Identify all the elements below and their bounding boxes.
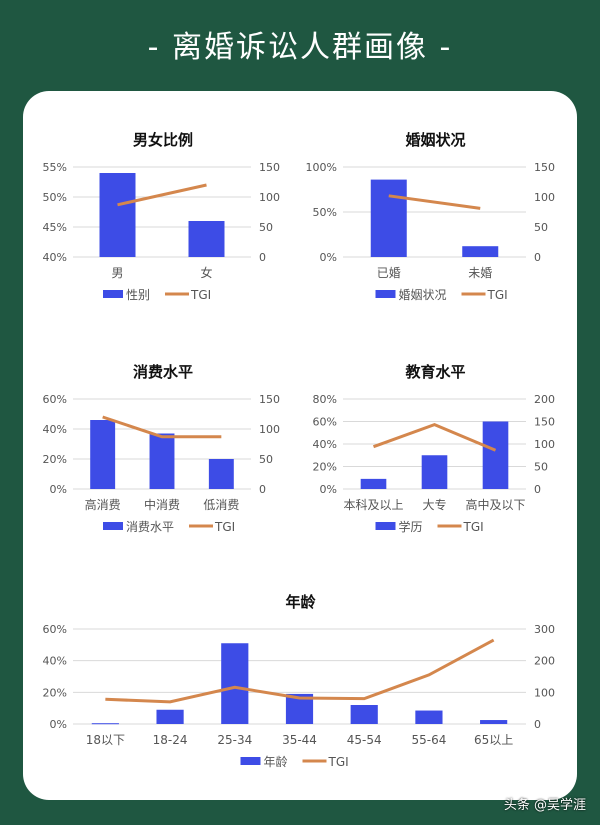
svg-text:高中及以下: 高中及以下 bbox=[465, 497, 525, 512]
svg-text:0: 0 bbox=[534, 483, 541, 496]
bar bbox=[482, 421, 509, 489]
svg-text:55%: 55% bbox=[43, 161, 67, 174]
bar bbox=[350, 705, 378, 724]
chart-age: 年龄 60% 40% 20% 0% 300 200 100 0 18以下 18-24 25-34 35-… bbox=[33, 591, 568, 786]
chart-title: 男女比例 bbox=[132, 131, 193, 149]
svg-text:35-44: 35-44 bbox=[282, 733, 317, 747]
svg-text:0%: 0% bbox=[50, 483, 67, 496]
svg-text:大专: 大专 bbox=[422, 497, 446, 512]
svg-text:TGI: TGI bbox=[328, 755, 349, 769]
svg-text:150: 150 bbox=[534, 161, 555, 174]
chart-title: 教育水平 bbox=[405, 363, 466, 381]
svg-text:40%: 40% bbox=[43, 655, 67, 668]
svg-text:100: 100 bbox=[534, 191, 555, 204]
chart-title: 消费水平 bbox=[132, 363, 193, 381]
svg-text:100: 100 bbox=[259, 423, 280, 436]
bar bbox=[415, 710, 443, 724]
svg-text:150: 150 bbox=[259, 161, 280, 174]
svg-text:100: 100 bbox=[259, 191, 280, 204]
svg-text:TGI: TGI bbox=[463, 520, 484, 534]
svg-text:中消费: 中消费 bbox=[144, 497, 180, 512]
svg-text:20%: 20% bbox=[313, 461, 337, 474]
svg-text:200: 200 bbox=[534, 393, 555, 406]
bar bbox=[360, 478, 387, 489]
bar bbox=[221, 643, 249, 724]
svg-text:年龄: 年龄 bbox=[264, 755, 288, 769]
svg-text:0: 0 bbox=[259, 483, 266, 496]
chart-title: 婚姻状况 bbox=[405, 131, 466, 149]
svg-text:200: 200 bbox=[534, 655, 555, 668]
svg-text:已婚: 已婚 bbox=[377, 266, 401, 280]
svg-text:50: 50 bbox=[259, 221, 273, 234]
chart-title: 年龄 bbox=[285, 593, 316, 611]
svg-text:TGI: TGI bbox=[214, 520, 235, 534]
svg-text:0%: 0% bbox=[50, 718, 67, 731]
svg-text:18-24: 18-24 bbox=[153, 733, 188, 747]
svg-text:20%: 20% bbox=[43, 686, 67, 699]
svg-text:低消费: 低消费 bbox=[203, 498, 239, 512]
bar bbox=[91, 723, 119, 725]
svg-text:50%: 50% bbox=[313, 206, 337, 219]
bar bbox=[90, 420, 116, 489]
svg-text:高消费: 高消费 bbox=[85, 497, 121, 512]
svg-text:男: 男 bbox=[111, 266, 123, 280]
bar bbox=[421, 455, 448, 489]
svg-text:TGI: TGI bbox=[487, 288, 508, 302]
svg-text:55-64: 55-64 bbox=[411, 733, 446, 747]
svg-text:40%: 40% bbox=[313, 438, 337, 451]
svg-text:本科及以上: 本科及以上 bbox=[343, 498, 403, 512]
bar bbox=[149, 433, 175, 489]
bar bbox=[370, 179, 407, 257]
svg-text:女: 女 bbox=[200, 265, 212, 280]
svg-text:45%: 45% bbox=[43, 221, 67, 234]
bar bbox=[480, 720, 508, 724]
svg-text:消费水平: 消费水平 bbox=[126, 520, 174, 534]
svg-text:18以下: 18以下 bbox=[86, 733, 125, 747]
svg-text:60%: 60% bbox=[313, 416, 337, 429]
chart-gender: 男女比例 55% 50% 45% 40% 150 100 50 0 男 女性别 TGI bbox=[33, 129, 293, 319]
svg-text:未婚: 未婚 bbox=[468, 266, 492, 280]
bar bbox=[462, 246, 499, 257]
svg-text:40%: 40% bbox=[43, 423, 67, 436]
svg-text:40%: 40% bbox=[43, 251, 67, 264]
svg-text:50: 50 bbox=[259, 453, 273, 466]
bar bbox=[99, 173, 136, 257]
svg-text:80%: 80% bbox=[313, 393, 337, 406]
svg-text:婚姻状况: 婚姻状况 bbox=[399, 287, 447, 302]
svg-text:TGI: TGI bbox=[190, 288, 211, 302]
bar bbox=[188, 221, 225, 257]
bar bbox=[156, 709, 184, 724]
chart-education: 教育水平 80% 60% 40% 20% 0% 200 150 100 50 0 本科及以上 大专 高中及… bbox=[303, 361, 568, 551]
svg-text:0: 0 bbox=[534, 718, 541, 731]
svg-text:100: 100 bbox=[534, 438, 555, 451]
svg-text:100%: 100% bbox=[306, 161, 337, 174]
svg-text:学历: 学历 bbox=[399, 519, 423, 534]
svg-text:150: 150 bbox=[259, 393, 280, 406]
page-title: - 离婚诉讼人群画像 - bbox=[147, 30, 453, 65]
svg-text:0%: 0% bbox=[320, 483, 337, 496]
svg-text:300: 300 bbox=[534, 623, 555, 636]
svg-text:20%: 20% bbox=[43, 453, 67, 466]
svg-text:50: 50 bbox=[534, 461, 548, 474]
bar bbox=[208, 459, 234, 489]
svg-text:25-34: 25-34 bbox=[217, 733, 252, 747]
svg-text:50%: 50% bbox=[43, 191, 67, 204]
watermark: 头条 @吴学涯 bbox=[503, 798, 586, 813]
svg-text:45-54: 45-54 bbox=[347, 733, 382, 747]
chart-marital: 婚姻状况 100% 50% 0% 150 100 50 0 已婚 未婚 婚姻状况 TGI bbox=[303, 129, 568, 319]
svg-text:0: 0 bbox=[534, 251, 541, 264]
svg-text:性别: 性别 bbox=[126, 288, 150, 302]
chart-consumption: 消费水平 60% 40% 20% 0% 150 100 50 0 高消费 中消费 低消费 消费水平 TGI bbox=[33, 361, 293, 551]
svg-text:60%: 60% bbox=[43, 623, 67, 636]
svg-text:100: 100 bbox=[534, 686, 555, 699]
svg-text:60%: 60% bbox=[43, 393, 67, 406]
svg-text:0: 0 bbox=[259, 251, 266, 264]
content-card: 男女比例 55% 50% 45% 40% 150 100 50 0 男 女性别 TGI 婚姻状况 100… bbox=[23, 91, 577, 800]
svg-text:65以上: 65以上 bbox=[474, 733, 513, 747]
svg-text:50: 50 bbox=[534, 221, 548, 234]
svg-text:150: 150 bbox=[534, 416, 555, 429]
svg-text:0%: 0% bbox=[320, 251, 337, 264]
